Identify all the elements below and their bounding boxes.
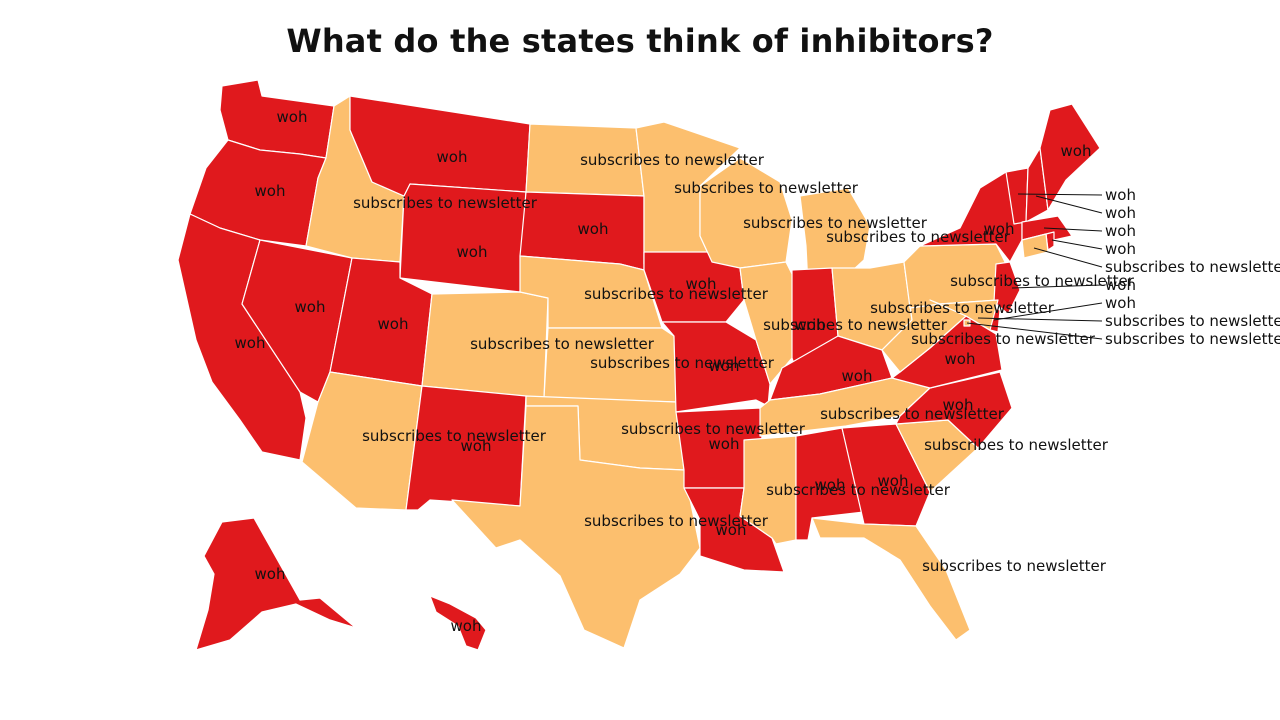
state-label-ga: woh [878, 472, 909, 490]
state-label-ne: subscribes to newsletter [584, 285, 769, 303]
state-label-ak: woh [255, 565, 286, 583]
state-label-sc: subscribes to newsletter [924, 436, 1109, 454]
state-label-sd: woh [578, 220, 609, 238]
state-label-wi: subscribes to newsletter [743, 214, 928, 232]
state-label-nd: subscribes to newsletter [580, 151, 765, 169]
state-tx [451, 405, 701, 649]
state-label-al: woh [815, 476, 846, 494]
state-label-mi: subscribes to newsletter [826, 228, 1011, 246]
state-label-nm: woh [461, 437, 492, 455]
leader-line-nj [1011, 284, 1103, 289]
state-label-pa: subscribes to newsletter [950, 272, 1135, 290]
state-label-hi: woh [451, 617, 482, 635]
state-label-wv: subscribes to newsletter [911, 330, 1096, 348]
state-label-md: subscribes to newsletter [1105, 312, 1280, 330]
state-label-ar: woh [709, 435, 740, 453]
state-label-oh: subscribes to newsletter [870, 299, 1055, 317]
leader-line-md [977, 317, 1103, 322]
state-label-in: woh [795, 316, 826, 334]
state-label-nh: woh [1105, 204, 1136, 222]
state-label-nj: woh [1105, 276, 1136, 294]
state-label-ky: woh [842, 367, 873, 385]
state-label-de: woh [1105, 294, 1136, 312]
state-ga [841, 423, 931, 527]
state-co [421, 291, 549, 399]
state-label-ut: woh [378, 315, 409, 333]
state-label-co: subscribes to newsletter [470, 335, 655, 353]
state-label-ny: woh [984, 220, 1015, 238]
state-label-va: woh [945, 350, 976, 368]
state-ak [195, 517, 357, 651]
state-label-dc: subscribes to newsletter DC [1105, 330, 1280, 348]
leader-line-nh [1035, 195, 1103, 214]
state-label-ma: woh [1105, 222, 1136, 240]
state-label-ms: subscribes to newsletter [766, 481, 951, 499]
state-hi [429, 595, 487, 651]
state-label-vt: woh [1105, 186, 1136, 204]
state-label-wa: woh [277, 108, 308, 126]
state-label-me: woh [1061, 142, 1092, 160]
state-label-mo: woh [709, 357, 740, 375]
state-label-wy: woh [457, 243, 488, 261]
state-label-ct: subscribes to newsletter [1105, 258, 1280, 276]
state-label-tn: subscribes to newsletter [820, 405, 1005, 423]
state-label-nc: woh [943, 396, 974, 414]
state-label-ia: woh [686, 275, 717, 293]
state-fl [811, 517, 971, 641]
leader-line-ma [1043, 227, 1103, 232]
state-wi [699, 157, 793, 269]
leader-line-vt [1017, 193, 1103, 196]
state-label-ok: subscribes to newsletter [621, 420, 806, 438]
leader-line-dc [966, 322, 1103, 340]
state-label-ri: woh [1105, 240, 1136, 258]
state-label-fl: subscribes to newsletter [922, 557, 1107, 575]
state-wy [399, 183, 527, 293]
state-md [929, 299, 999, 331]
state-label-tx: subscribes to newsletter [584, 512, 769, 530]
leader-line-ct [1033, 247, 1103, 268]
state-label-az: subscribes to newsletter [362, 427, 547, 445]
state-label-id: subscribes to newsletter [353, 194, 538, 212]
state-label-mt: woh [437, 148, 468, 166]
state-label-il: subscribes to newsletter [763, 316, 948, 334]
leader-line-de [993, 302, 1103, 321]
state-label-la: woh [716, 521, 747, 539]
map-title: What do the states think of inhibitors? [286, 22, 994, 60]
state-label-ca: woh [235, 334, 266, 352]
state-nj [993, 261, 1021, 315]
state-me [1039, 103, 1101, 211]
leader-line-ri [1051, 239, 1103, 250]
state-label-nv: woh [295, 298, 326, 316]
state-mt [349, 95, 531, 197]
state-label-ks: subscribes to newsletter [590, 354, 775, 372]
state-label-mn: subscribes to newsletter [674, 179, 859, 197]
state-label-or: woh [255, 182, 286, 200]
